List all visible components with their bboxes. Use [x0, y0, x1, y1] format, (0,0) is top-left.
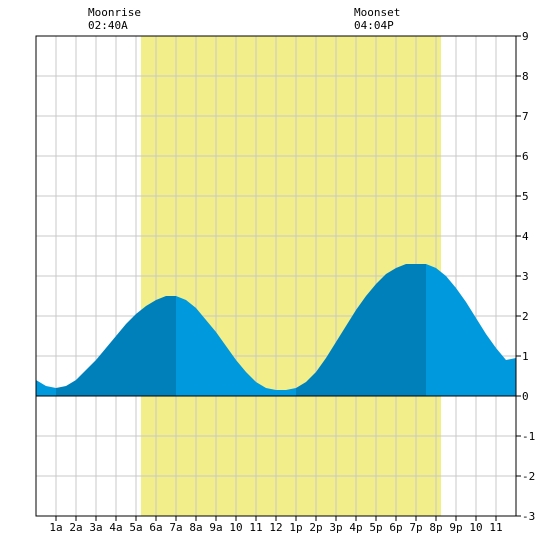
y-tick-label: 7 — [522, 110, 529, 123]
x-tick-label: 12 — [269, 521, 282, 534]
moonrise-time: 02:40A — [88, 19, 128, 32]
y-tick-label: 9 — [522, 30, 529, 43]
x-tick-label: 8a — [189, 521, 202, 534]
x-tick-label: 10 — [469, 521, 482, 534]
tide-rising-area — [56, 296, 176, 396]
x-tick-label: 8p — [429, 521, 442, 534]
x-tick-label: 1p — [289, 521, 302, 534]
tide-falling-area — [36, 380, 56, 396]
moonset-time: 04:04P — [354, 19, 394, 32]
y-tick-label: 5 — [522, 190, 529, 203]
x-tick-label: 7a — [169, 521, 182, 534]
x-tick-label: 4a — [109, 521, 122, 534]
x-tick-label: 10 — [229, 521, 242, 534]
y-tick-label: 6 — [522, 150, 529, 163]
tide-falling-area — [426, 264, 516, 396]
y-tick-label: -2 — [522, 470, 535, 483]
y-tick-label: 0 — [522, 390, 529, 403]
tide-falling-area — [176, 296, 296, 396]
x-tick-label: 11 — [489, 521, 502, 534]
x-tick-label: 3p — [329, 521, 342, 534]
x-tick-label: 5a — [129, 521, 142, 534]
y-tick-label: 2 — [522, 310, 529, 323]
x-tick-label: 6p — [389, 521, 402, 534]
x-tick-label: 7p — [409, 521, 422, 534]
x-tick-label: 1a — [49, 521, 62, 534]
x-tick-label: 11 — [249, 521, 262, 534]
x-tick-label: 5p — [369, 521, 382, 534]
x-tick-label: 4p — [349, 521, 362, 534]
y-tick-label: 8 — [522, 70, 529, 83]
y-tick-label: 4 — [522, 230, 529, 243]
label-layer: Moonrise 02:40A Moonset 04:04P — [88, 6, 400, 32]
y-tick-label: 3 — [522, 270, 529, 283]
moonrise-label: Moonrise — [88, 6, 141, 19]
x-tick-label: 9a — [209, 521, 222, 534]
x-tick-label: 3a — [89, 521, 102, 534]
y-tick-label: -1 — [522, 430, 535, 443]
x-tick-label: 9p — [449, 521, 462, 534]
tide-area-layer — [36, 264, 516, 396]
tide-rising-area — [296, 264, 426, 396]
x-tick-label: 2a — [69, 521, 82, 534]
y-tick-label: -3 — [522, 510, 535, 523]
y-tick-label: 1 — [522, 350, 529, 363]
moonset-label: Moonset — [354, 6, 400, 19]
x-tick-label: 2p — [309, 521, 322, 534]
x-tick-label: 6a — [149, 521, 162, 534]
